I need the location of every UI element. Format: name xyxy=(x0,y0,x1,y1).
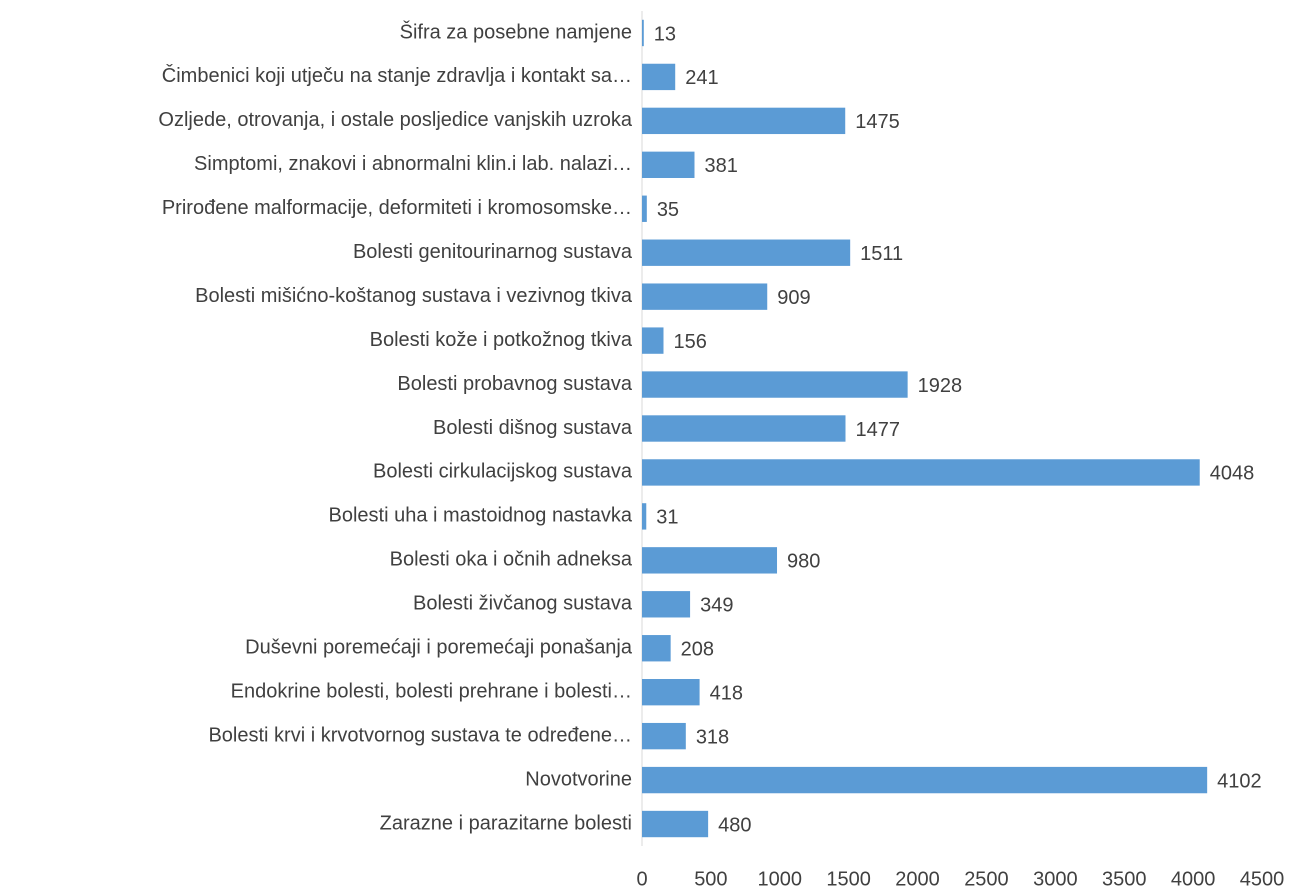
x-tick-label: 500 xyxy=(694,868,727,886)
y-tick-label: Endokrine bolesti, bolesti prehrane i bo… xyxy=(231,680,632,702)
value-label: 4102 xyxy=(1217,770,1262,792)
x-tick-label: 0 xyxy=(636,868,647,886)
bar xyxy=(642,327,664,354)
value-label: 381 xyxy=(704,155,737,177)
x-tick-label: 3000 xyxy=(1033,868,1078,886)
y-tick-label: Bolesti cirkulacijskog sustava xyxy=(373,461,633,483)
y-tick-label: Simptomi, znakovi i abnormalni klin.i la… xyxy=(194,153,632,175)
x-tick-label: 4000 xyxy=(1171,868,1216,886)
y-tick-label: Bolesti probavnog sustava xyxy=(397,373,632,395)
bar xyxy=(642,63,676,91)
y-tick-label: Bolesti genitourinarnog sustava xyxy=(353,241,633,263)
y-tick-label: Bolesti krvi i krvotvornog sustava te od… xyxy=(208,724,632,746)
x-tick-label: 1500 xyxy=(826,868,871,886)
x-tick-label: 3500 xyxy=(1102,868,1147,886)
value-label: 980 xyxy=(787,551,820,573)
y-tick-label: Bolesti dišnog sustava xyxy=(433,417,633,439)
x-tick-label: 2000 xyxy=(895,868,940,886)
bar xyxy=(642,591,691,618)
bar xyxy=(642,151,695,178)
x-tick-label: 2500 xyxy=(964,868,1009,886)
bar xyxy=(642,195,647,222)
y-tick-label: Bolesti mišićno-koštanog sustava i veziv… xyxy=(195,285,633,307)
y-tick-label: Šifra za posebne namjene xyxy=(400,20,632,43)
y-tick-label: Duševni poremećaji i poremećaji ponašanj… xyxy=(245,637,633,659)
value-label: 1475 xyxy=(855,111,900,133)
bar xyxy=(642,415,846,442)
value-label: 241 xyxy=(685,67,718,89)
value-label: 318 xyxy=(696,726,729,748)
value-label: 1477 xyxy=(855,419,900,441)
x-tick-label: 4500 xyxy=(1240,868,1285,886)
bar xyxy=(642,283,768,310)
bar xyxy=(642,722,686,750)
value-label: 1511 xyxy=(860,243,903,265)
y-tick-label: Bolesti kože i potkožnog tkiva xyxy=(370,329,633,351)
y-tick-label: Čimbenici koji utječu na stanje zdravlja… xyxy=(162,64,632,87)
bar xyxy=(642,371,908,398)
bar xyxy=(642,810,709,838)
y-tick-label: Zarazne i parazitarne bolesti xyxy=(380,812,632,834)
y-tick-label: Bolesti živčanog sustava xyxy=(413,593,633,615)
value-label: 349 xyxy=(700,595,733,617)
y-tick-label: Bolesti oka i očnih adneksa xyxy=(390,549,633,571)
x-tick-label: 1000 xyxy=(758,868,803,886)
y-tick-label: Bolesti uha i mastoidnog nastavka xyxy=(328,505,632,527)
bar xyxy=(642,679,700,706)
y-tick-label: Novotvorine xyxy=(525,768,632,790)
bar xyxy=(642,503,647,530)
bar xyxy=(642,107,846,135)
value-label: 480 xyxy=(718,814,751,836)
bar xyxy=(642,19,644,47)
value-label: 1928 xyxy=(918,375,963,397)
bar xyxy=(642,635,671,662)
value-label: 208 xyxy=(681,639,714,661)
value-label: 31 xyxy=(656,507,678,529)
y-tick-label: Prirođene malformacije, deformiteti i kr… xyxy=(162,197,632,219)
value-label: 35 xyxy=(657,199,679,221)
value-label: 4048 xyxy=(1210,463,1255,485)
y-tick-label: Ozljede, otrovanja, i ostale posljedice … xyxy=(158,109,632,131)
bar xyxy=(642,547,778,574)
bar xyxy=(642,239,851,266)
value-label: 418 xyxy=(710,682,743,704)
value-label: 13 xyxy=(654,23,676,45)
bar xyxy=(642,459,1200,486)
value-label: 909 xyxy=(777,287,810,309)
value-label: 156 xyxy=(673,331,706,353)
bar xyxy=(642,766,1208,794)
